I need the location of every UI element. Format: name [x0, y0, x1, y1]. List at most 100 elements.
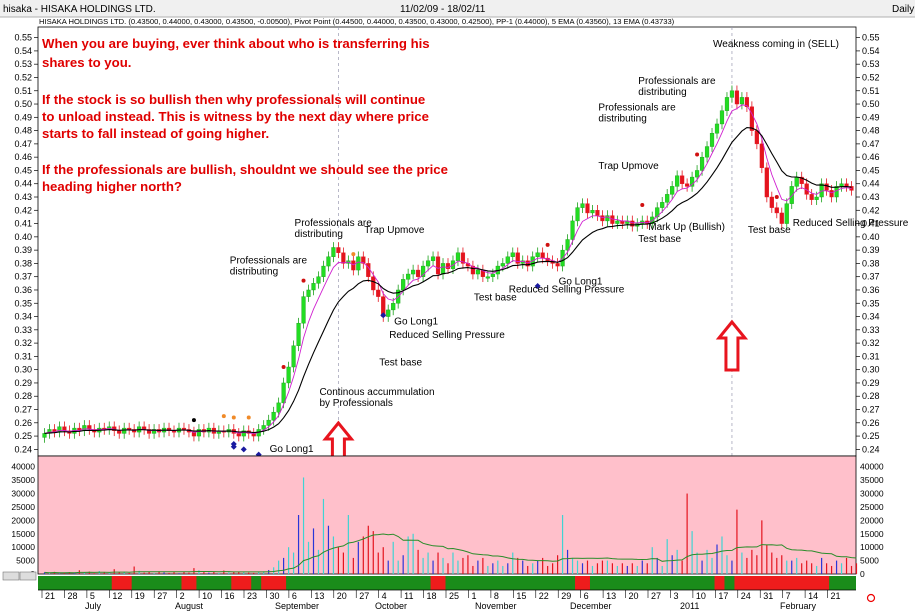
candle-body: [147, 429, 152, 434]
candle-body: [236, 433, 241, 437]
candle-body: [291, 345, 296, 368]
annotation-label: Test base: [474, 293, 517, 304]
candle-body: [734, 90, 740, 105]
price-tick-label: 0.34: [862, 312, 880, 322]
candle-body: [391, 303, 396, 311]
price-axis-right: 0.55 0.54 0.53 0.52 0.51 0.50 0.49 0.48 0.47 0.46…: [856, 33, 880, 454]
commentary-line: heading higher north?: [42, 179, 182, 194]
price-tick-label: 0.30: [14, 365, 32, 375]
price-tick-label: 0.29: [862, 378, 880, 388]
date-label: 7: [786, 591, 791, 601]
price-tick-label: 0.24: [862, 444, 880, 454]
signal-dot: [246, 415, 251, 420]
candle-body: [839, 183, 844, 187]
scroll-right-button[interactable]: [19, 571, 37, 581]
date-label: 27: [157, 591, 167, 601]
candle-body: [784, 203, 789, 224]
candle-body: [525, 260, 530, 267]
candle-body: [829, 190, 834, 198]
volume-tick-label: 30000: [860, 489, 884, 499]
price-tick-label: 0.44: [862, 179, 880, 189]
candle-body: [401, 279, 406, 291]
date-label: 22: [539, 591, 549, 601]
price-tick-label: 0.38: [14, 258, 32, 268]
month-label: 2011: [680, 601, 699, 611]
price-tick-label: 0.31: [862, 351, 880, 361]
date-label: 5: [90, 591, 95, 601]
date-label: 16: [225, 591, 235, 601]
candle-body: [660, 202, 665, 208]
price-tick-label: 0.51: [862, 86, 880, 96]
candle-body: [724, 97, 730, 111]
date-label: 6: [584, 591, 589, 601]
price-tick-label: 0.33: [862, 325, 880, 335]
price-tick-label: 0.37: [862, 272, 880, 282]
candle-body: [739, 97, 745, 105]
date-label: 21: [831, 591, 841, 601]
trend-down-segment: [181, 576, 197, 590]
candle-body: [794, 176, 799, 187]
title-bar: [0, 0, 915, 17]
candle-body: [306, 289, 311, 297]
date-label: 12: [112, 591, 122, 601]
price-tick-label: 0.28: [862, 391, 880, 401]
volume-tick-label: 25000: [11, 502, 35, 512]
date-label: 25: [449, 591, 459, 601]
price-tick-label: 0.39: [862, 245, 880, 255]
candle-body: [341, 252, 346, 264]
candle-body: [266, 419, 271, 426]
price-tick-label: 0.41: [14, 219, 32, 229]
date-label: 31: [763, 591, 773, 601]
date-label: 13: [606, 591, 616, 601]
candle-body: [321, 265, 326, 277]
candle-body: [122, 427, 127, 434]
price-tick-label: 0.27: [14, 405, 32, 415]
price-tick-label: 0.33: [14, 325, 32, 335]
candle-body: [814, 196, 819, 200]
trend-down-segment: [430, 576, 446, 590]
candle-body: [575, 207, 580, 222]
candle-body: [356, 256, 361, 271]
price-tick-label: 0.35: [862, 298, 880, 308]
candle-body: [675, 175, 680, 187]
price-tick-label: 0.36: [862, 285, 880, 295]
annotation-label: Continous accummulation: [319, 387, 434, 398]
month-label: February: [780, 601, 817, 611]
scroll-left-button[interactable]: [2, 571, 20, 581]
candle-body: [276, 402, 281, 413]
date-label: 15: [516, 591, 526, 601]
candle-body: [744, 97, 749, 107]
candle-body: [769, 196, 774, 208]
volume-panel: [37, 455, 857, 575]
settings-icon[interactable]: [866, 593, 876, 603]
candle-body: [425, 260, 431, 267]
price-tick-label: 0.53: [862, 59, 880, 69]
price-tick-label: 0.47: [862, 139, 880, 149]
candle-body: [754, 130, 759, 145]
candle-body: [460, 252, 466, 264]
date-range: 11/02/09 - 18/02/11: [400, 4, 486, 15]
annotation-label: Weakness coming in (SELL): [713, 39, 839, 50]
candle-body: [505, 256, 510, 264]
candle-body: [535, 252, 540, 257]
candle-body: [336, 247, 341, 253]
candle-body: [151, 429, 157, 434]
candle-body: [271, 411, 276, 421]
annotation-label: Professionals are: [598, 103, 676, 114]
date-label: 24: [741, 591, 751, 601]
price-tick-label: 0.26: [862, 418, 880, 428]
price-tick-label: 0.30: [862, 365, 880, 375]
volume-tick-label: 5000: [860, 556, 879, 566]
annotation-label: Go Long1: [559, 277, 603, 288]
date-label: 27: [651, 591, 661, 601]
candle-body: [416, 269, 421, 277]
date-label: 19: [135, 591, 145, 601]
indicator-line: HISAKA HOLDINGS LTD. (0.43500, 0.44000, …: [39, 17, 675, 26]
volume-tick-label: 0: [860, 569, 865, 579]
candle-body: [411, 269, 416, 275]
annotation-label: Professionals are: [230, 255, 308, 266]
price-tick-label: 0.50: [862, 99, 880, 109]
trend-down-segment: [734, 576, 830, 590]
